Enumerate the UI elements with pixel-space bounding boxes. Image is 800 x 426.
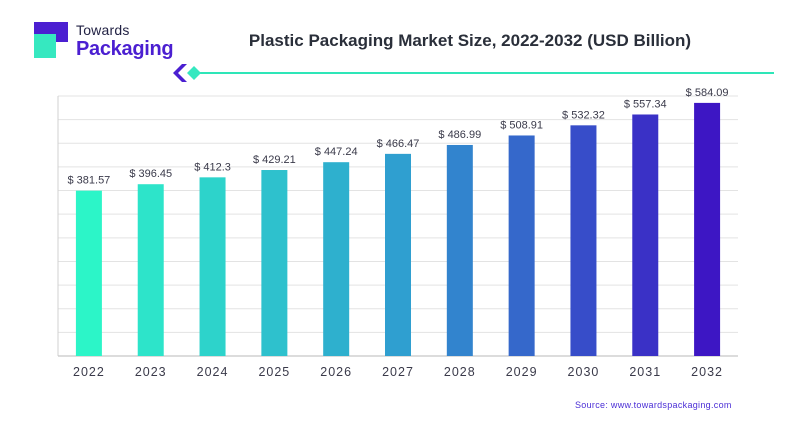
- x-tick-label: 2023: [135, 365, 167, 379]
- data-label: $ 412.3: [194, 161, 231, 173]
- data-label: $ 557.34: [624, 98, 667, 110]
- brand-name-line2: Packaging: [76, 38, 174, 60]
- bar: [137, 184, 164, 356]
- x-tick-label: 2028: [444, 365, 476, 379]
- x-tick-label: 2022: [73, 365, 105, 379]
- divider-chevron-icon: [173, 64, 187, 82]
- bar: [446, 144, 473, 356]
- x-tick-label: 2024: [197, 365, 229, 379]
- data-label: $ 381.57: [67, 175, 110, 187]
- data-label: $ 429.21: [253, 154, 296, 166]
- bar: [385, 153, 411, 356]
- source-note: Source: www.towardspackaging.com: [575, 400, 732, 410]
- bar: [508, 135, 535, 356]
- data-label: $ 508.91: [500, 119, 543, 131]
- x-tick-label: 2025: [258, 365, 290, 379]
- x-tick-label: 2030: [568, 365, 600, 379]
- data-label: $ 486.99: [438, 129, 481, 141]
- x-tick-label: 2029: [506, 365, 538, 379]
- bar: [261, 170, 288, 356]
- brand-name-line1: Towards: [76, 22, 130, 38]
- bar: [323, 162, 350, 356]
- x-tick-label: 2032: [691, 365, 723, 379]
- bar: [570, 125, 597, 356]
- x-tick-label: 2031: [629, 365, 661, 379]
- bar: [632, 114, 659, 357]
- chart-title: Plastic Packaging Market Size, 2022-2032…: [248, 31, 692, 50]
- divider-diamond-icon: [187, 66, 201, 80]
- data-label: $ 466.47: [377, 138, 420, 150]
- data-label: $ 447.24: [315, 146, 358, 158]
- bar: [694, 102, 721, 356]
- title-divider: [173, 64, 774, 82]
- data-label: $ 396.45: [129, 168, 172, 180]
- data-label: $ 532.32: [562, 109, 605, 121]
- x-tick-label: 2026: [320, 365, 352, 379]
- bar: [75, 190, 102, 356]
- brand-logo: Towards Packaging: [30, 16, 190, 62]
- logo-mark-icon: [34, 22, 68, 58]
- bar: [199, 177, 226, 356]
- data-label: $ 584.09: [686, 87, 729, 99]
- x-tick-label: 2027: [382, 365, 414, 379]
